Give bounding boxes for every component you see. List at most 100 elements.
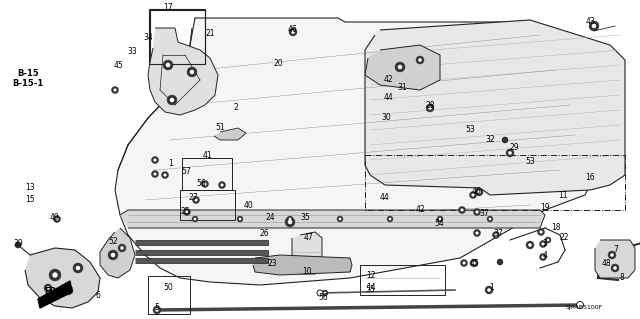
Circle shape (237, 216, 243, 222)
Polygon shape (120, 210, 545, 228)
Circle shape (239, 218, 241, 220)
Circle shape (339, 218, 341, 220)
Text: SJA4B5100F: SJA4B5100F (565, 305, 603, 309)
Circle shape (192, 216, 198, 222)
Circle shape (317, 290, 323, 296)
Text: 28: 28 (425, 100, 435, 109)
Text: 44: 44 (383, 93, 393, 101)
Text: 32: 32 (485, 136, 495, 145)
Polygon shape (25, 248, 100, 308)
Text: 46: 46 (471, 188, 481, 197)
Text: 42: 42 (415, 205, 425, 214)
Text: 43: 43 (585, 18, 595, 26)
Circle shape (477, 190, 481, 194)
Circle shape (202, 181, 209, 188)
Text: 53: 53 (465, 125, 475, 135)
Circle shape (204, 182, 207, 186)
Circle shape (592, 24, 596, 28)
Circle shape (167, 95, 177, 105)
Circle shape (166, 63, 170, 67)
Circle shape (472, 193, 475, 197)
Polygon shape (38, 281, 72, 308)
Circle shape (547, 239, 549, 241)
Polygon shape (135, 258, 268, 263)
Circle shape (428, 106, 432, 110)
Circle shape (322, 290, 328, 296)
Polygon shape (115, 18, 610, 285)
Text: 46: 46 (287, 26, 297, 34)
Circle shape (287, 216, 293, 222)
Text: 26: 26 (259, 229, 269, 239)
Circle shape (152, 157, 159, 164)
Circle shape (56, 218, 59, 220)
Circle shape (475, 188, 483, 196)
Circle shape (416, 56, 424, 64)
Text: 37: 37 (479, 209, 489, 218)
Circle shape (289, 218, 291, 220)
Circle shape (611, 264, 619, 272)
Text: 44: 44 (379, 194, 389, 203)
Text: 55: 55 (365, 285, 375, 293)
Circle shape (189, 70, 195, 74)
Circle shape (285, 217, 295, 227)
Polygon shape (292, 232, 322, 274)
Text: 56: 56 (318, 293, 328, 301)
Text: 42: 42 (383, 76, 393, 85)
Circle shape (194, 218, 196, 220)
Text: 1: 1 (490, 284, 494, 293)
Circle shape (155, 308, 159, 312)
Text: 34: 34 (143, 33, 153, 42)
Text: 12: 12 (366, 271, 376, 279)
Circle shape (395, 62, 405, 72)
Circle shape (476, 231, 479, 234)
Polygon shape (100, 228, 135, 278)
Text: 16: 16 (585, 174, 595, 182)
Circle shape (476, 211, 479, 214)
Circle shape (418, 58, 422, 62)
Text: 22: 22 (559, 234, 569, 242)
Circle shape (289, 28, 297, 36)
Text: 35: 35 (300, 213, 310, 222)
Polygon shape (148, 28, 218, 115)
Text: 40: 40 (243, 201, 253, 210)
Polygon shape (595, 240, 635, 278)
Circle shape (502, 137, 508, 143)
Text: 30: 30 (381, 113, 391, 122)
Circle shape (220, 183, 223, 187)
Circle shape (540, 241, 547, 248)
Circle shape (460, 208, 463, 211)
Circle shape (66, 288, 70, 292)
Bar (360, 265, 445, 295)
Circle shape (170, 98, 174, 102)
Circle shape (163, 60, 173, 70)
Circle shape (288, 220, 292, 224)
Circle shape (613, 266, 617, 270)
Text: 29: 29 (509, 144, 519, 152)
Circle shape (195, 198, 198, 202)
Circle shape (592, 24, 596, 28)
Text: 23: 23 (267, 258, 277, 268)
Circle shape (15, 242, 21, 248)
Circle shape (76, 266, 80, 270)
Text: 24: 24 (265, 213, 275, 222)
Circle shape (608, 251, 616, 259)
Circle shape (541, 256, 545, 259)
Circle shape (589, 21, 599, 31)
Text: 14: 14 (366, 283, 376, 292)
Text: 56: 56 (196, 180, 206, 189)
Text: 2: 2 (234, 103, 238, 113)
Polygon shape (365, 45, 440, 90)
Bar (149, 9, 205, 64)
Circle shape (397, 65, 403, 69)
Text: 48: 48 (601, 259, 611, 269)
Text: 20: 20 (273, 58, 283, 68)
Circle shape (577, 301, 584, 308)
Circle shape (438, 218, 442, 220)
Circle shape (152, 170, 159, 177)
Text: 15: 15 (25, 196, 35, 204)
Circle shape (120, 246, 124, 250)
Circle shape (108, 250, 118, 260)
Text: 27: 27 (188, 192, 198, 202)
Circle shape (489, 218, 492, 220)
Text: 11: 11 (558, 191, 568, 201)
